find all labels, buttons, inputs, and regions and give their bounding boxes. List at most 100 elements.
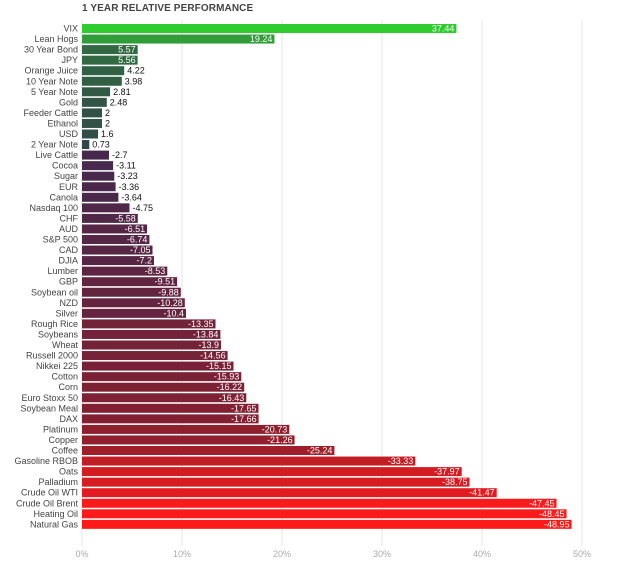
category-label: Gasoline RBOB: [14, 456, 78, 466]
category-label: Lumber: [47, 266, 78, 276]
value-label: -10.28: [157, 298, 183, 308]
value-label: 0.73: [92, 140, 110, 150]
category-label: Canola: [49, 192, 78, 202]
x-tick-label: 10%: [173, 549, 191, 559]
value-label: -13.84: [193, 329, 219, 339]
value-label: -7.05: [130, 245, 151, 255]
value-label: -10.4: [163, 308, 184, 318]
chart-title: 1 YEAR RELATIVE PERFORMANCE: [82, 3, 254, 14]
bar: [82, 361, 234, 371]
value-label: -48.45: [539, 509, 565, 519]
category-label: Lean Hogs: [34, 34, 78, 44]
value-label: -3.23: [117, 171, 138, 181]
x-tick-label: 0%: [75, 549, 88, 559]
x-axis-ticks: 0% 10% 20% 30% 40% 50%: [75, 549, 591, 559]
category-label: S&P 500: [43, 235, 78, 245]
bar: [82, 393, 247, 403]
bar: [82, 213, 138, 223]
value-label: -3.36: [119, 182, 140, 192]
bar: [82, 329, 221, 339]
category-label: Russell 2000: [26, 351, 78, 361]
bar: [82, 140, 90, 150]
bar: [82, 97, 107, 107]
bar: [82, 298, 185, 308]
x-tick-label: 50%: [573, 549, 591, 559]
value-label: -38.75: [442, 477, 468, 487]
value-label: -47.45: [529, 498, 555, 508]
bar: [82, 55, 138, 65]
category-label: Corn: [58, 382, 78, 392]
category-label: Natural Gas: [30, 519, 79, 529]
value-label: -8.53: [145, 266, 166, 276]
value-label: -14.56: [200, 351, 226, 361]
category-label: Wheat: [52, 340, 79, 350]
value-label: 2.48: [110, 97, 128, 107]
bar: [82, 403, 259, 413]
category-label: Ethanol: [47, 118, 78, 128]
value-label: -16.43: [219, 393, 245, 403]
value-label: -16.22: [217, 382, 243, 392]
category-label: EUR: [59, 182, 79, 192]
category-label: Crude Oil Brent: [16, 498, 79, 508]
bar: [82, 509, 567, 519]
bar: [82, 161, 114, 171]
value-label: 4.22: [127, 66, 145, 76]
value-label: -13.35: [188, 319, 214, 329]
bar: [82, 235, 150, 244]
value-label: -6.74: [127, 235, 148, 245]
value-label: -9.88: [158, 287, 179, 297]
bar: [82, 351, 228, 361]
value-labels: 37.4419.245.575.564.223.982.812.48221.60…: [92, 24, 569, 530]
bar: [82, 414, 259, 424]
bar: [82, 108, 102, 118]
category-label: Nikkei 225: [36, 361, 78, 371]
bar: [82, 467, 462, 477]
category-label: Coffee: [52, 446, 78, 456]
value-label: -33.33: [388, 456, 414, 466]
bar: [82, 319, 216, 329]
bar: [82, 424, 290, 434]
value-label: -17.66: [231, 414, 257, 424]
bar: [82, 340, 221, 350]
value-label: 19.24: [250, 34, 273, 44]
x-tick-label: 20%: [273, 549, 291, 559]
value-label: -41.47: [469, 488, 495, 498]
value-label: -2.7: [112, 150, 128, 160]
value-label: -3.11: [116, 161, 136, 171]
bar: [82, 150, 109, 160]
value-label: 37.44: [432, 24, 455, 34]
category-label: Soybean oil: [31, 287, 78, 297]
value-label: -37.97: [434, 467, 460, 477]
value-label: -5.58: [115, 213, 136, 223]
value-label: -48.95: [544, 519, 570, 529]
value-label: 3.98: [125, 76, 143, 86]
category-label: Platinum: [43, 424, 78, 434]
category-label: Soybean Meal: [20, 403, 78, 413]
value-label: -9.51: [155, 277, 176, 287]
bar: [82, 192, 119, 202]
bar: [82, 498, 557, 508]
value-label: 2: [105, 118, 110, 128]
category-label: Crude Oil WTI: [21, 488, 78, 498]
value-label: -7.2: [136, 256, 152, 266]
category-label: JPY: [61, 55, 78, 65]
value-label: -15.15: [206, 361, 232, 371]
category-label: 5 Year Note: [31, 87, 78, 97]
value-label: 2.81: [113, 87, 131, 97]
bar: [82, 34, 275, 44]
category-label: Soybeans: [38, 329, 79, 339]
category-label: Heating Oil: [33, 509, 78, 519]
category-label: Live Cattle: [35, 150, 78, 160]
bar: [82, 24, 457, 33]
bar: [82, 118, 102, 128]
category-label: DJIA: [58, 256, 78, 266]
category-label: Sugar: [54, 171, 78, 181]
value-label: 5.57: [118, 45, 136, 55]
category-label: DAX: [59, 414, 78, 424]
value-label: -13.9: [198, 340, 219, 350]
category-label: USD: [59, 129, 79, 139]
value-label: -17.65: [231, 403, 257, 413]
x-tick-label: 40%: [473, 549, 491, 559]
